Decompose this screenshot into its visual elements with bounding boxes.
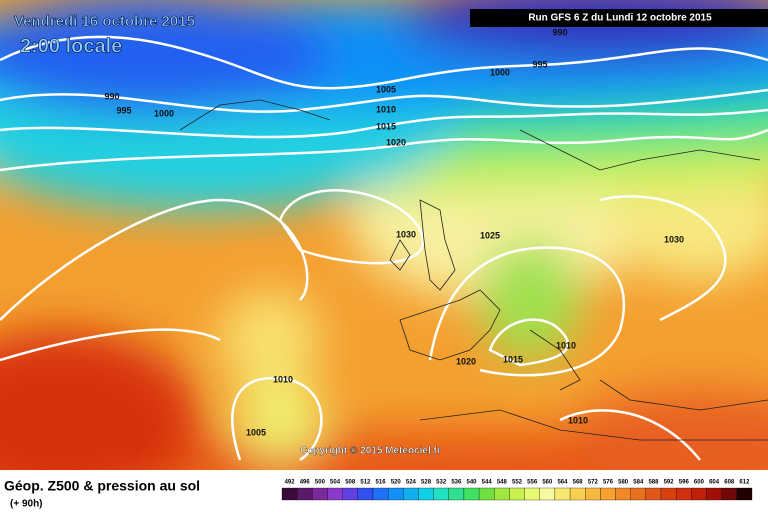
isobar-labels: 990 995 1000 990 995 1000 1005 1010 1015 1020 1030… xyxy=(104,27,684,437)
scale-swatch xyxy=(615,487,631,501)
scale-swatch xyxy=(478,487,495,501)
isobar-label: 1005 xyxy=(376,84,396,94)
scale-label: 520 xyxy=(391,480,402,486)
scale-swatch xyxy=(524,487,540,501)
scale-label: 512 xyxy=(360,480,371,486)
scale-label: 600 xyxy=(694,480,705,486)
scale-swatch xyxy=(554,487,571,501)
scale-swatch xyxy=(297,487,313,501)
isobar-label: 995 xyxy=(116,105,131,115)
scale-swatch xyxy=(645,487,662,501)
scale-label: 584 xyxy=(633,480,644,486)
scale-swatch xyxy=(585,487,601,501)
scale-label: 536 xyxy=(451,480,462,486)
scale-label: 492 xyxy=(285,480,296,486)
scale-label: 604 xyxy=(709,480,720,486)
scale-swatch xyxy=(327,487,343,501)
scale-swatch xyxy=(494,487,510,501)
scale-swatch xyxy=(706,487,722,501)
scale-swatch xyxy=(509,487,525,501)
map-title: Vendredi 16 octobre 2015 xyxy=(14,13,195,30)
isobars xyxy=(0,35,768,462)
scale-swatch xyxy=(281,487,298,501)
scale-swatch xyxy=(630,487,647,501)
isobar-label: 995 xyxy=(532,59,547,69)
scale-label: 568 xyxy=(573,480,584,486)
isobar-label: 1010 xyxy=(376,104,396,114)
scale-swatch xyxy=(721,487,737,501)
scale-label: 516 xyxy=(376,480,387,486)
isobar-label: 1015 xyxy=(376,121,396,131)
coastlines xyxy=(179,99,768,441)
isobar-label: 1010 xyxy=(556,340,576,350)
isobar-label: 1020 xyxy=(386,137,406,147)
scale-label: 508 xyxy=(345,480,356,486)
scale-swatch xyxy=(539,487,556,501)
scale-label: 540 xyxy=(467,480,478,486)
scale-swatch xyxy=(418,487,434,501)
isobar-label: 1010 xyxy=(568,415,588,425)
scale-swatch xyxy=(433,487,449,501)
scale-swatch xyxy=(691,487,707,501)
isobar-label: 1025 xyxy=(480,230,500,240)
scale-label: 588 xyxy=(648,480,659,486)
scale-swatch xyxy=(387,487,404,501)
scale-label: 560 xyxy=(542,480,553,486)
isobar-label: 1000 xyxy=(490,67,510,77)
scale-label: 556 xyxy=(527,480,538,486)
isobar-label: 1010 xyxy=(273,374,293,384)
isobar-label: 1015 xyxy=(503,354,523,364)
scale-swatch xyxy=(312,487,328,501)
map-time: 2:00 locale xyxy=(20,35,122,57)
isobar-label: 990 xyxy=(104,91,119,101)
isobar-label: 1030 xyxy=(396,229,416,239)
scale-label: 592 xyxy=(664,480,675,486)
scale-label: 552 xyxy=(512,480,523,486)
scale-label: 564 xyxy=(557,480,568,486)
scale-swatch xyxy=(676,487,692,501)
scale-label: 524 xyxy=(406,480,417,486)
scale-label: 500 xyxy=(315,480,326,486)
isobar-label: 1030 xyxy=(664,234,684,244)
copyright: Copyright © 2015 Meteociel.fr xyxy=(300,446,441,457)
scale-swatch xyxy=(448,487,465,501)
run-box xyxy=(470,9,768,27)
scale-label: 608 xyxy=(724,480,735,486)
scale-label: 528 xyxy=(421,480,432,486)
scale-label: 504 xyxy=(330,480,341,486)
isobar-label: 990 xyxy=(552,27,567,37)
scale-swatch xyxy=(357,487,374,501)
isobar-label: 1005 xyxy=(246,427,266,437)
isobar-label: 1020 xyxy=(456,356,476,366)
footer-lead: (+ 90h) xyxy=(10,499,43,510)
scale-label: 544 xyxy=(482,480,493,486)
scale-label: 496 xyxy=(300,480,311,486)
run-text: Run GFS 6 Z du Lundi 12 octobre 2015 xyxy=(528,13,712,24)
scale-swatch xyxy=(736,487,753,501)
scale-swatch xyxy=(600,487,616,501)
scale-swatch xyxy=(660,487,677,501)
scale-label: 576 xyxy=(603,480,614,486)
scale-swatch xyxy=(569,487,586,501)
scale-label: 532 xyxy=(436,480,447,486)
scale-swatch xyxy=(342,487,358,501)
scale-swatch xyxy=(372,487,389,501)
scale-label: 572 xyxy=(588,480,599,486)
scale-label: 596 xyxy=(679,480,690,486)
scale-swatch xyxy=(403,487,419,501)
isobar-label: 1000 xyxy=(154,108,174,118)
scale-label: 612 xyxy=(739,480,750,486)
footer-title: Géop. Z500 & pression au sol xyxy=(4,478,200,494)
scale-label: 548 xyxy=(497,480,508,486)
color-scale: 492 496 500 504 508 512 516 520 524 528 532 536 540 5… xyxy=(281,480,753,501)
scale-label: 580 xyxy=(618,480,629,486)
scale-swatch xyxy=(463,487,480,501)
